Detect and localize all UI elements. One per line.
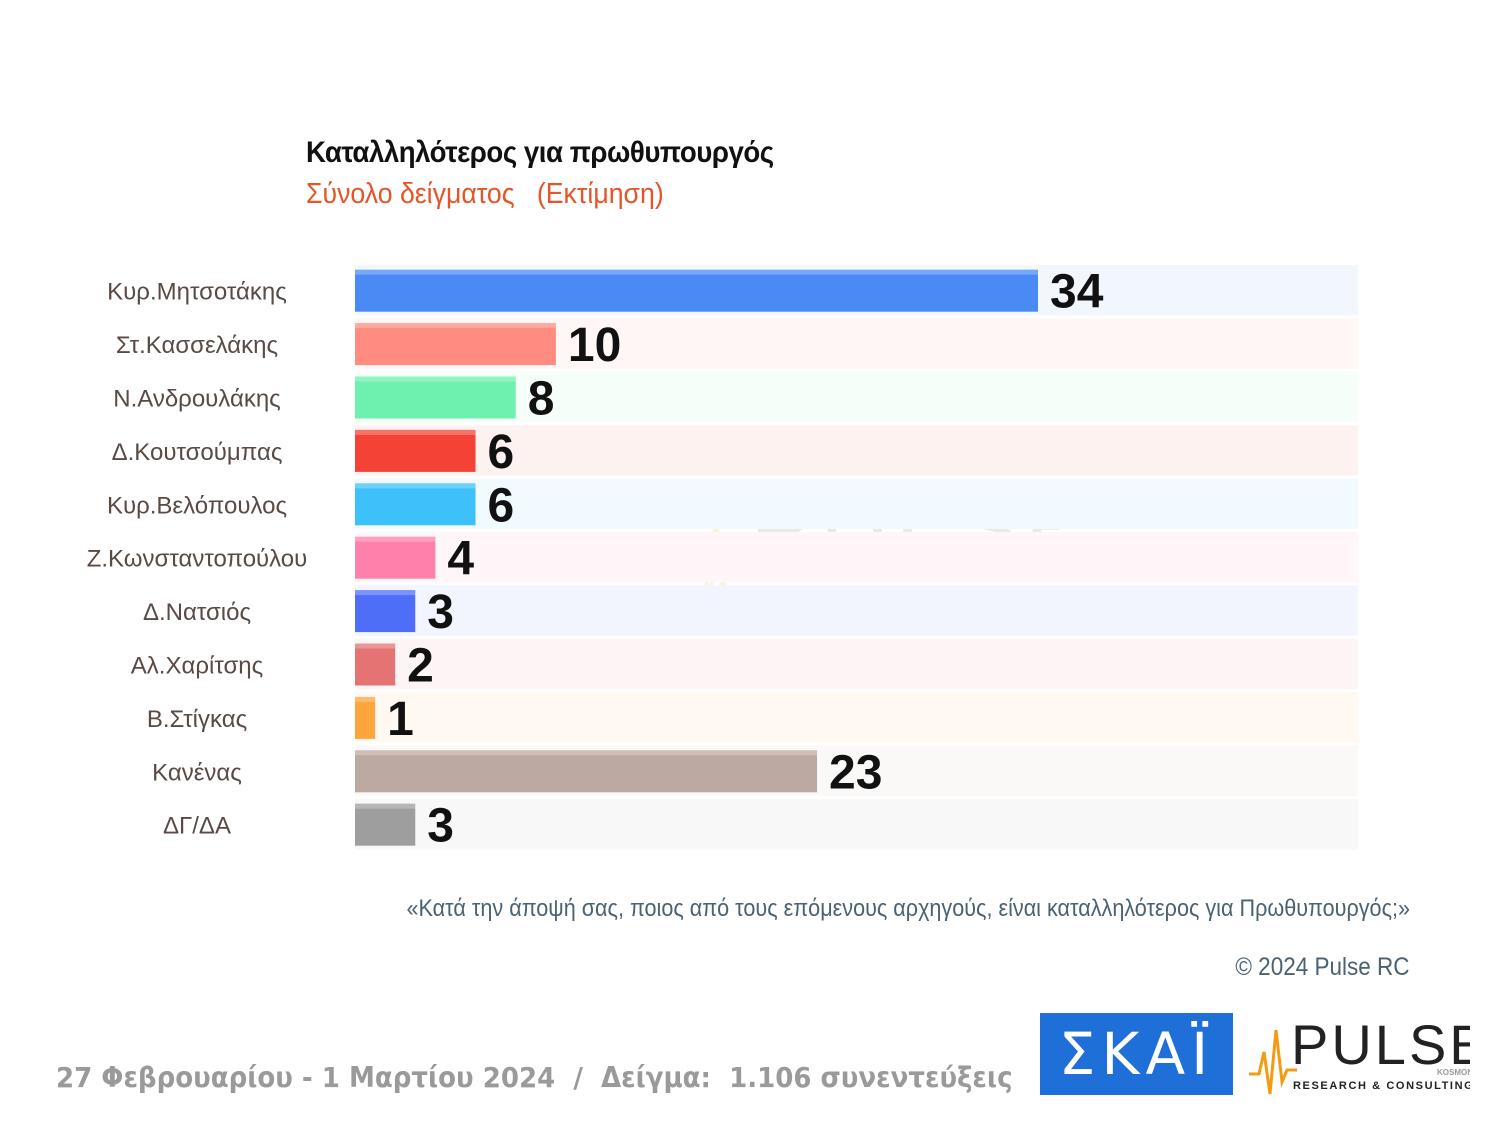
- value-label: 10: [568, 319, 621, 372]
- pulse-wave-icon: [1249, 1029, 1297, 1095]
- row-background: [355, 371, 1358, 423]
- pulse-logo-tagline: RESEARCH & CONSULTING: [1293, 1080, 1470, 1092]
- bar: [355, 643, 396, 686]
- category-label: ΔΓ/ΔΑ: [163, 813, 231, 840]
- category-label: Ζ.Κωνσταντοπούλου: [87, 546, 308, 573]
- bar-highlight: [355, 536, 436, 542]
- value-label: 3: [427, 586, 454, 639]
- bar: [355, 536, 436, 579]
- row-background: [355, 532, 1358, 583]
- value-label: 1: [387, 693, 414, 746]
- category-label: Αλ.Χαρίτσης: [131, 653, 263, 680]
- value-label: 3: [427, 800, 454, 853]
- bar-highlight: [355, 269, 1038, 275]
- value-label: 4: [447, 533, 474, 586]
- row-background: [355, 638, 1358, 690]
- bar: [355, 803, 416, 846]
- pulse-logo-small: KOSMON: [1437, 1068, 1470, 1077]
- row-background: [355, 478, 1358, 529]
- category-label: Δ.Κουτσούμπας: [112, 439, 283, 466]
- value-label: 6: [488, 479, 515, 532]
- bar: [355, 429, 476, 472]
- bar: [355, 269, 1038, 312]
- row-background: [355, 425, 1358, 476]
- value-label: 2: [407, 640, 434, 693]
- value-label: 8: [528, 373, 555, 426]
- category-label: Β.Στίγκας: [147, 706, 247, 733]
- skai-logo-text: ΣΚΑΪ: [1058, 1020, 1215, 1088]
- copyright-text: © 2024 Pulse RC: [1235, 953, 1410, 981]
- bar-highlight: [355, 483, 476, 489]
- chart-title: Καταλληλότερος για πρωθυπουργός: [306, 136, 774, 169]
- bar-highlight: [355, 429, 476, 435]
- bar-highlight: [355, 643, 396, 649]
- skai-logo: ΣΚΑΪ: [1040, 1013, 1233, 1095]
- value-label: 23: [829, 746, 882, 799]
- bar-highlight: [355, 376, 516, 382]
- category-label: Δ.Νατσιός: [143, 599, 251, 626]
- bar: [355, 483, 476, 526]
- row-background: [355, 585, 1358, 636]
- bar: [355, 376, 516, 419]
- bar: [355, 696, 376, 739]
- bar-highlight: [355, 590, 416, 596]
- survey-footer: 27 Φεβρουαρίου - 1 Μαρτίου 2024 / Δείγμα…: [56, 1061, 1013, 1094]
- category-label: Κανένας: [152, 759, 242, 786]
- bar: [355, 590, 416, 633]
- category-label: Στ.Κασσελάκης: [116, 332, 278, 359]
- row-background: [355, 692, 1358, 743]
- row-background: [355, 799, 1358, 850]
- chart-subtitle: Σύνολο δείγματος (Εκτίμηση): [306, 178, 664, 210]
- survey-question: «Κατά την άποψή σας, ποιος από τους επόμ…: [406, 895, 1411, 922]
- value-label: 34: [1050, 266, 1104, 319]
- bar: [355, 323, 556, 366]
- bar: [355, 750, 818, 793]
- bar-highlight: [355, 750, 818, 756]
- category-label: Κυρ.Μητσοτάκης: [107, 279, 287, 306]
- category-label: Ν.Ανδρουλάκης: [113, 386, 280, 413]
- bar-highlight: [355, 323, 556, 329]
- bar-highlight: [355, 696, 376, 702]
- value-label: 6: [488, 426, 515, 479]
- bar-highlight: [355, 803, 416, 809]
- pulse-logo: PULSE KOSMON RESEARCH & CONSULTING: [1249, 1013, 1470, 1095]
- category-label: Κυρ.Βελόπουλος: [107, 492, 287, 519]
- pulse-logo-text: PULSE: [1291, 1013, 1470, 1076]
